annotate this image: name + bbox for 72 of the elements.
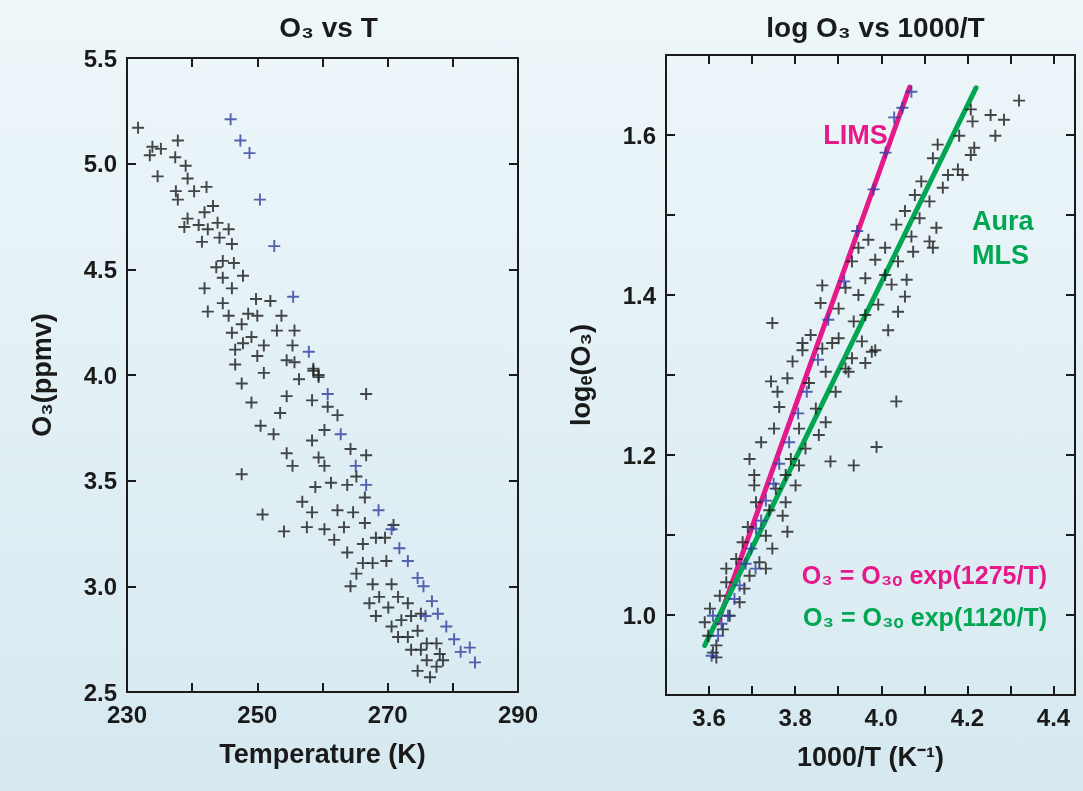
series-label: Aura MLS <box>971 205 1042 270</box>
x-tick-label: 3.8 <box>778 703 812 731</box>
y-tick-label: 5.5 <box>83 44 117 72</box>
point <box>268 240 281 253</box>
point <box>401 554 414 567</box>
point <box>838 275 851 288</box>
annotation: O₃ = O₃ₒ exp(1275/T) <box>801 560 1047 589</box>
x-tick-label: 250 <box>237 700 278 728</box>
point <box>739 557 752 570</box>
x-tick-label: 4.2 <box>950 703 985 731</box>
point <box>712 629 725 642</box>
x-tick-label: 270 <box>367 700 408 728</box>
point <box>287 290 300 303</box>
point <box>896 101 909 114</box>
point <box>431 607 444 620</box>
series-label: LIMS <box>823 120 888 150</box>
point <box>767 477 780 490</box>
x-axis-title: 1000/T (K⁻¹) <box>796 741 945 772</box>
y-tick-label: 1.0 <box>622 601 656 629</box>
chart-title: O₃ vs T <box>279 11 378 43</box>
point <box>454 645 467 658</box>
point <box>411 571 424 584</box>
y-tick-label: 1.4 <box>622 281 657 309</box>
x-tick-label: 4.0 <box>864 703 898 731</box>
point <box>755 514 768 527</box>
point <box>759 494 772 507</box>
point <box>385 523 398 536</box>
y-tick-label: 5.0 <box>83 150 117 178</box>
y-tick-label: 3.5 <box>83 467 117 495</box>
point <box>749 522 762 535</box>
point <box>419 609 432 622</box>
point <box>706 609 719 622</box>
y-axis-title: logₑ(O₃) <box>565 323 596 427</box>
point <box>728 593 741 605</box>
point <box>733 579 746 592</box>
point <box>393 542 406 555</box>
x-tick-label: 290 <box>497 700 538 728</box>
y-tick-label: 4.5 <box>83 255 117 283</box>
y-tick-label: 4.0 <box>83 361 117 389</box>
point <box>349 459 362 472</box>
point <box>234 134 247 147</box>
point <box>879 146 892 159</box>
point <box>749 562 762 575</box>
point <box>811 353 824 366</box>
point <box>302 345 315 358</box>
chart-title: log O₃ vs 1000/T <box>766 11 985 43</box>
point <box>888 111 901 124</box>
y-axis-title: O₃(ppmv) <box>26 313 57 437</box>
point <box>448 633 461 646</box>
point <box>321 388 334 401</box>
annotation: O₃ = O₃ₒ exp(1120/T) <box>803 602 1047 631</box>
y-tick-label: 1.2 <box>622 441 656 469</box>
x-axis-title: Temperature (K) <box>219 738 426 769</box>
point <box>745 542 758 555</box>
y-tick-label: 1.6 <box>622 121 656 149</box>
point <box>905 85 918 98</box>
point <box>468 656 481 669</box>
point <box>224 113 237 126</box>
point <box>463 641 476 654</box>
point <box>253 193 266 206</box>
point <box>822 313 835 326</box>
x-tick-label: 3.6 <box>692 703 726 731</box>
x-tick-label: 4.4 <box>1036 703 1071 731</box>
y-tick-label: 3.0 <box>83 572 117 600</box>
point <box>334 428 347 441</box>
point <box>360 478 373 491</box>
point <box>773 457 786 470</box>
point <box>792 407 805 420</box>
point <box>800 385 813 398</box>
point <box>783 436 796 449</box>
point <box>425 595 438 608</box>
point <box>851 225 864 237</box>
